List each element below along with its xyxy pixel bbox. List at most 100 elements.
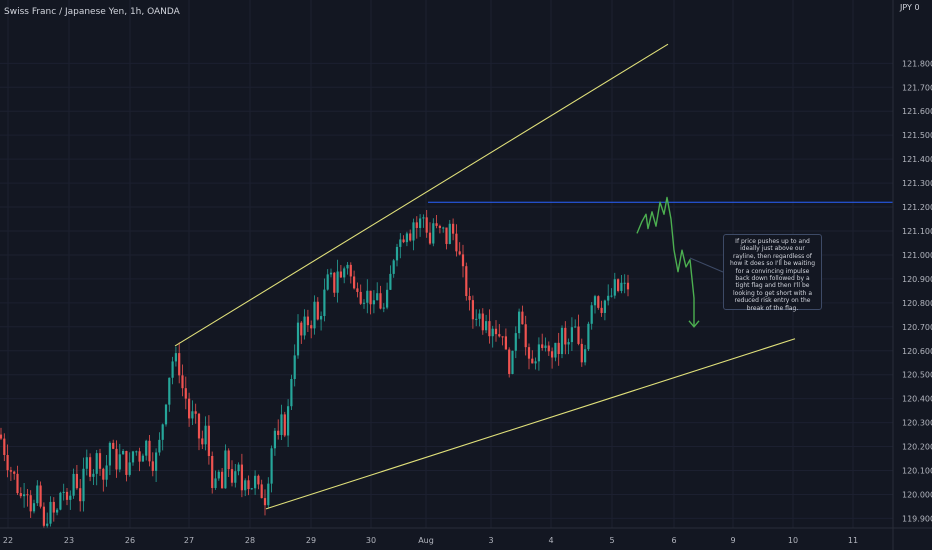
candle-body: [435, 223, 438, 226]
candle-body: [465, 266, 468, 297]
candle-body: [257, 475, 260, 485]
trade-idea-note[interactable]: If price pushes up to and ideally just a…: [723, 234, 822, 312]
x-tick-label: 6: [671, 536, 676, 545]
candle-body: [181, 375, 184, 389]
candle-body: [131, 451, 135, 463]
candle-body: [339, 271, 342, 278]
candle-body: [108, 442, 111, 466]
candle-body: [128, 462, 131, 475]
candle-body: [607, 295, 610, 301]
candle-body: [263, 498, 267, 506]
y-tick-label: 120.900: [902, 275, 932, 284]
candle-body: [372, 300, 375, 305]
candle-body: [531, 358, 534, 364]
candle-body: [419, 218, 422, 228]
candle-body: [290, 378, 293, 407]
y-tick-label: 121.800: [902, 59, 932, 68]
candle-body: [438, 225, 441, 228]
candle-body: [422, 217, 425, 219]
candle-body: [250, 488, 253, 490]
candle-body: [287, 406, 290, 436]
candle-body: [610, 295, 613, 297]
y-tick-label: 120.500: [902, 371, 932, 380]
candle-body: [224, 450, 227, 489]
chart-title: Swiss Franc / Japanese Yen, 1h, OANDA: [4, 7, 180, 17]
y-tick-label: 121.000: [902, 251, 932, 260]
candle-body: [504, 336, 507, 350]
candle-body: [56, 509, 59, 513]
candle-body: [577, 326, 580, 344]
candle-body: [98, 453, 102, 469]
y-tick-label: 121.500: [902, 131, 932, 140]
candle-body: [42, 506, 45, 526]
candle-body: [135, 451, 138, 453]
candle-body: [613, 279, 616, 296]
candle-body: [75, 473, 78, 489]
candle-body: [89, 457, 92, 477]
candle-body: [277, 430, 280, 436]
candle-body: [82, 468, 85, 502]
candle-body: [554, 342, 557, 358]
candle-body: [518, 311, 521, 334]
y-tick-label: 121.700: [902, 83, 932, 92]
candle-body: [148, 440, 151, 462]
candle-body: [584, 349, 587, 363]
candle-body: [59, 492, 62, 510]
currency-badge[interactable]: JPY 0: [900, 3, 930, 15]
candle-body: [240, 464, 243, 491]
candle-body: [85, 457, 88, 469]
candle-body: [508, 349, 511, 374]
candle-body: [283, 414, 286, 436]
candle-body: [32, 503, 36, 512]
candle-body: [217, 471, 220, 479]
y-tick-label: 120.800: [902, 299, 932, 308]
candle-body: [9, 470, 12, 472]
y-tick-label: 121.200: [902, 203, 932, 212]
candle-body: [244, 480, 247, 491]
x-tick-label: Aug: [418, 536, 434, 545]
candle-body: [343, 268, 346, 278]
projection-path: [636, 196, 695, 327]
candle-body: [52, 501, 55, 513]
upper-trendline: [174, 43, 669, 347]
candle-body: [488, 321, 491, 337]
candle-body: [386, 289, 389, 308]
x-tick-label: 4: [548, 536, 553, 545]
y-tick-label: 120.600: [902, 347, 932, 356]
candle-body: [320, 316, 323, 320]
candle-body: [399, 239, 402, 247]
candle-body: [442, 227, 445, 229]
candle-body: [211, 455, 214, 488]
candle-body: [138, 451, 141, 462]
candle-body: [409, 233, 412, 241]
y-tick-label: 120.200: [902, 443, 932, 452]
candle-body: [603, 300, 606, 313]
x-tick-label: 30: [366, 536, 376, 545]
candle-body: [356, 288, 359, 292]
candle-body: [188, 398, 191, 419]
candle-body: [72, 473, 75, 496]
time-axis-bg: [0, 528, 932, 550]
candle-body: [455, 233, 458, 252]
y-tick-label: 120.300: [902, 419, 932, 428]
candle-body: [112, 442, 115, 449]
candle-body: [478, 313, 481, 319]
candle-body: [184, 388, 187, 399]
candle-body: [626, 282, 630, 290]
candle-body: [201, 438, 204, 445]
candle-body: [597, 296, 600, 308]
candle-body: [468, 296, 471, 301]
note-pointer: [689, 257, 724, 273]
candle-body: [359, 291, 362, 304]
candle-body: [151, 461, 154, 471]
candle-body: [174, 353, 177, 362]
candle-body: [534, 361, 537, 364]
candle-body: [326, 274, 329, 290]
candle-body: [29, 495, 32, 512]
x-tick-label: 10: [788, 536, 798, 545]
candle-body: [537, 344, 540, 362]
y-tick-label: 121.400: [902, 155, 932, 164]
candle-body: [267, 483, 270, 506]
candle-body: [428, 232, 432, 244]
